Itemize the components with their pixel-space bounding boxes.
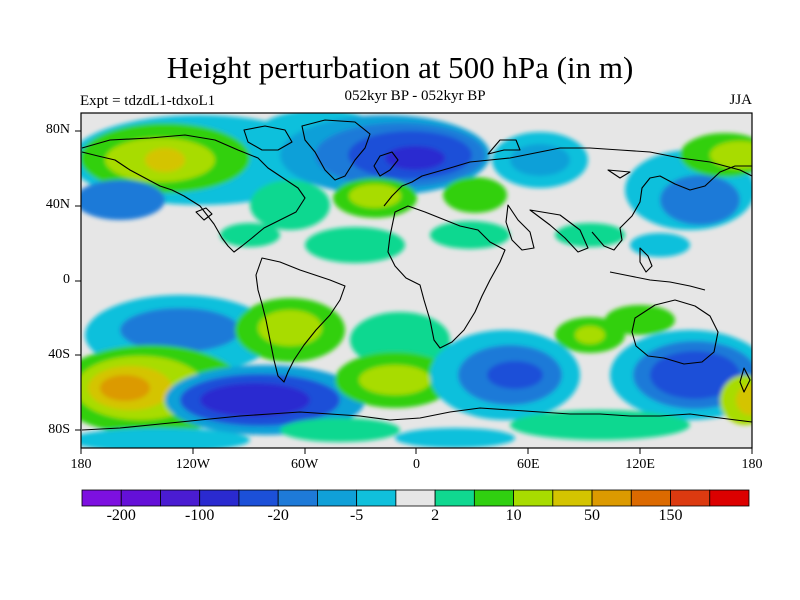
experiment-label: Expt = tdzdL1-tdxoL1 xyxy=(80,93,216,109)
lon-tick-label: 180 xyxy=(741,457,763,472)
colorbar-box xyxy=(81,489,122,507)
lat-tick-label: 0 xyxy=(63,272,70,287)
colorbar-tick-label: 50 xyxy=(584,507,601,524)
axis-ticks xyxy=(75,130,753,454)
colorbar-box xyxy=(709,489,750,507)
lon-tick-label: 120W xyxy=(175,457,210,472)
colorbar-box xyxy=(395,489,436,507)
colorbar-tick-label: -5 xyxy=(349,507,364,524)
colorbar-box xyxy=(434,489,475,507)
colorbar-box xyxy=(277,489,318,507)
lon-tick-label: 60W xyxy=(291,457,319,472)
colorbar-tick-label: -100 xyxy=(185,507,215,524)
colorbar-box xyxy=(199,489,240,507)
lat-tick-label: 80S xyxy=(48,422,70,437)
colorbar-box xyxy=(670,489,711,507)
lon-tick-label: 0 xyxy=(413,457,420,472)
colorbar-tick-label: 150 xyxy=(658,507,683,524)
lat-tick-label: 80N xyxy=(45,122,70,137)
colorbar-box xyxy=(120,489,161,507)
colorbar-box xyxy=(630,489,671,507)
colorbar-box xyxy=(552,489,593,507)
contour-field xyxy=(81,113,752,448)
map-subtitle: 052kyr BP - 052kyr BP xyxy=(344,88,486,104)
lon-tick-label: 60E xyxy=(517,457,540,472)
coastlines xyxy=(81,119,752,431)
colorbar xyxy=(81,489,750,507)
season-label: JJA xyxy=(729,92,752,108)
colorbar-box xyxy=(317,489,358,507)
colorbar-box xyxy=(356,489,397,507)
colorbar-box xyxy=(513,489,554,507)
lat-tick-label: 40S xyxy=(48,347,70,362)
map-title: Height perturbation at 500 hPa (in m) xyxy=(166,50,634,85)
colorbar-tick-label: 10 xyxy=(505,507,522,524)
colorbar-box xyxy=(238,489,279,507)
lon-tick-label: 120E xyxy=(625,457,655,472)
lon-tick-label: 180 xyxy=(70,457,92,472)
lat-tick-label: 40N xyxy=(45,197,70,212)
colorbar-tick-label: -20 xyxy=(267,507,289,524)
colorbar-box xyxy=(591,489,632,507)
colorbar-tick-label: -200 xyxy=(106,507,136,524)
colorbar-box xyxy=(473,489,514,507)
colorbar-box xyxy=(160,489,201,507)
colorbar-tick-label: 2 xyxy=(431,507,440,524)
